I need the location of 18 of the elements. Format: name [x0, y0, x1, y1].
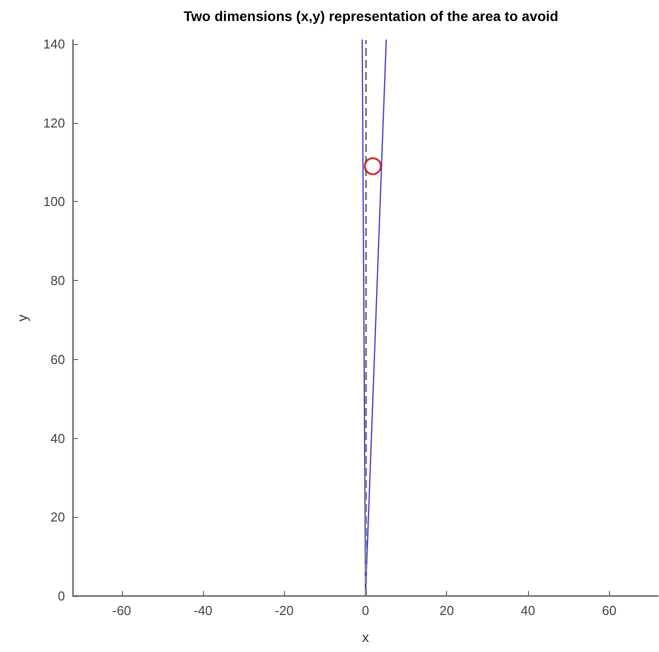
x-tick-label: 20 [440, 603, 454, 618]
y-tick-label: 120 [43, 115, 65, 130]
x-tick-label: 60 [602, 603, 616, 618]
y-tick-label: 20 [50, 510, 65, 525]
x-axis-title: x [362, 629, 369, 645]
y-tick-label: 80 [50, 273, 65, 288]
y-tick-label: 100 [43, 194, 65, 210]
y-tick-label: 60 [50, 352, 65, 367]
x-tick-label: -20 [274, 603, 294, 618]
x-tick-label: 40 [520, 603, 536, 618]
x-tick-label: -60 [112, 603, 132, 618]
y-tick-label: 40 [50, 430, 65, 446]
y-axis-title: y [14, 314, 30, 322]
x-tick-label: -40 [194, 603, 212, 618]
y-tick-label: 140 [43, 36, 65, 52]
chart-title: Two dimensions (x,y) representation of the area to avoid [184, 8, 558, 24]
y-tick-label: 0 [58, 588, 65, 604]
x-tick-label: 0 [362, 603, 370, 618]
